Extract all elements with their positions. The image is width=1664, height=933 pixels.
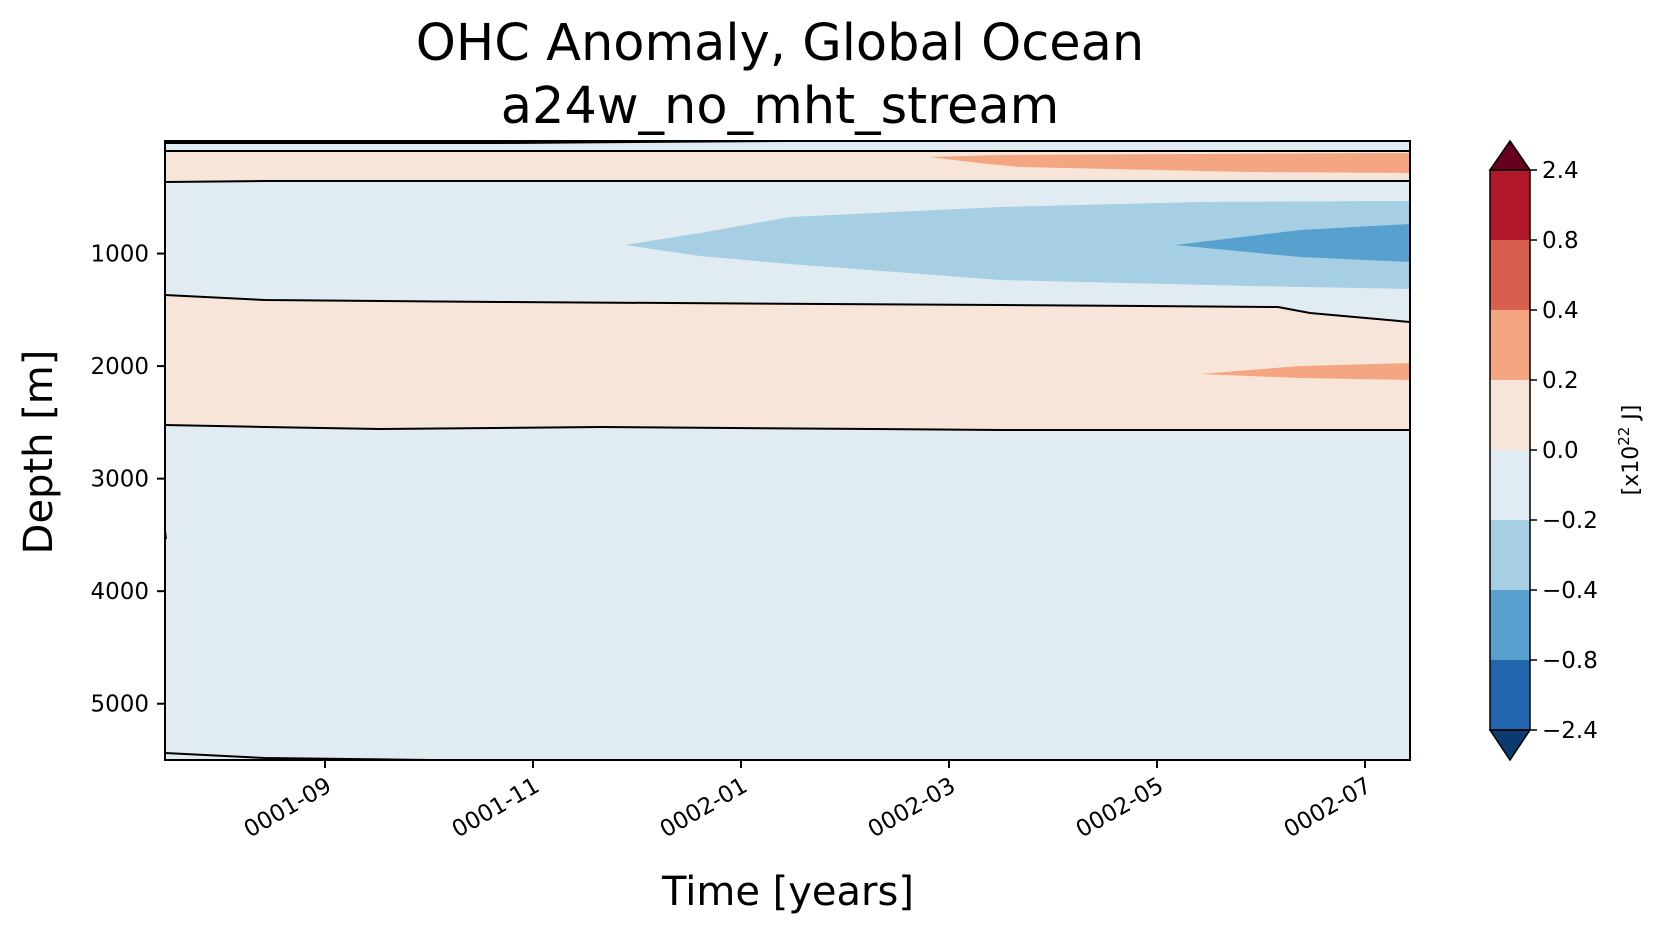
mid-depth-warm-band bbox=[165, 295, 1410, 430]
x-tick-label: 0001-11 bbox=[448, 773, 544, 844]
y-tick-label: 5000 bbox=[90, 692, 149, 718]
colorbar-label-unit: J] bbox=[1619, 405, 1644, 427]
axes-frame bbox=[164, 140, 1411, 761]
colorbar-extend-over bbox=[1488, 139, 1532, 171]
colorbar-tick-label: −2.4 bbox=[1542, 718, 1598, 744]
y-tick-label: 1000 bbox=[90, 242, 149, 268]
colorbar-tick-label: −0.2 bbox=[1542, 508, 1598, 534]
colorbar-tick-label: 0.0 bbox=[1542, 438, 1579, 464]
colorbar-tick-label: 0.4 bbox=[1542, 298, 1579, 324]
colorbar-band bbox=[1490, 450, 1530, 520]
colorbar-tick-label: −0.8 bbox=[1542, 648, 1598, 674]
y-axis-label: Depth [m] bbox=[16, 350, 62, 555]
colorbar-tick-label: −0.4 bbox=[1542, 578, 1598, 604]
colorbar-band bbox=[1490, 240, 1530, 310]
surface-warming-tongue bbox=[930, 153, 1410, 173]
chart-title: OHC Anomaly, Global Ocean bbox=[416, 14, 1144, 73]
y-tick-label: 2000 bbox=[90, 354, 149, 380]
colorbar-tick-label: 0.8 bbox=[1542, 228, 1579, 254]
colorbar-band bbox=[1490, 660, 1530, 730]
contour-line bbox=[164, 294, 1411, 323]
y-tick-label: 4000 bbox=[90, 579, 149, 605]
cool-core bbox=[1175, 224, 1410, 262]
x-axis: 0001-09 0001-11 0002-01 0002-03 0002-05 0002-… bbox=[240, 760, 1376, 915]
x-tick-label: 0002-01 bbox=[656, 773, 752, 844]
contour-lines bbox=[164, 140, 1411, 761]
x-tick-label: 0001-09 bbox=[240, 773, 336, 844]
colorbar: 2.4 0.8 0.4 0.2 0.0 −0.2 −0.4 −0.8 −2.4 [x1022 J… bbox=[1488, 139, 1644, 762]
colorbar-label: [x1022 J] bbox=[1615, 405, 1644, 496]
colorbar-tick-label: 2.4 bbox=[1542, 158, 1579, 184]
plot-area bbox=[164, 140, 1411, 761]
x-axis-label: Time [years] bbox=[661, 869, 914, 915]
colorbar-label-base: [x10 bbox=[1619, 446, 1644, 496]
colorbar-extend-under bbox=[1488, 729, 1532, 762]
x-tick-label: 0002-05 bbox=[1072, 773, 1168, 844]
colorbar-band bbox=[1490, 590, 1530, 660]
x-tick-label: 0002-03 bbox=[864, 773, 960, 844]
x-tick-label: 0002-07 bbox=[1280, 773, 1376, 844]
colorbar-band bbox=[1490, 310, 1530, 380]
colorbar-band bbox=[1490, 380, 1530, 450]
chart-subtitle: a24w_no_mht_stream bbox=[501, 77, 1060, 136]
contour-line bbox=[164, 180, 1410, 183]
colorbar-tick-label: 0.2 bbox=[1542, 368, 1579, 394]
colorbar-label-exponent: 22 bbox=[1615, 427, 1633, 446]
mid-depth-warming-tongue bbox=[1200, 363, 1410, 380]
y-axis: 1000 2000 3000 4000 5000 Depth [m] bbox=[16, 242, 165, 718]
cool-lens bbox=[625, 201, 1410, 289]
contour-line bbox=[164, 424, 1410, 431]
colorbar-band bbox=[1490, 170, 1530, 240]
colorbar-band bbox=[1490, 520, 1530, 590]
y-tick-label: 3000 bbox=[90, 467, 149, 493]
